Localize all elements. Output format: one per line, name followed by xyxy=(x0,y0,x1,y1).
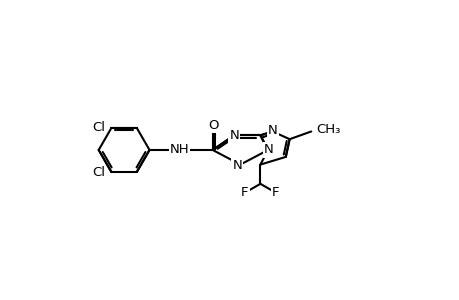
Text: O: O xyxy=(208,119,218,132)
Text: CH₃: CH₃ xyxy=(315,123,340,136)
Text: Cl: Cl xyxy=(92,121,105,134)
Text: NH: NH xyxy=(169,143,189,157)
Text: N: N xyxy=(232,159,241,172)
Text: Cl: Cl xyxy=(92,166,105,179)
Text: N: N xyxy=(263,143,273,157)
Text: F: F xyxy=(271,186,279,199)
Text: N: N xyxy=(267,124,277,137)
Text: F: F xyxy=(241,186,248,199)
Text: N: N xyxy=(229,129,239,142)
